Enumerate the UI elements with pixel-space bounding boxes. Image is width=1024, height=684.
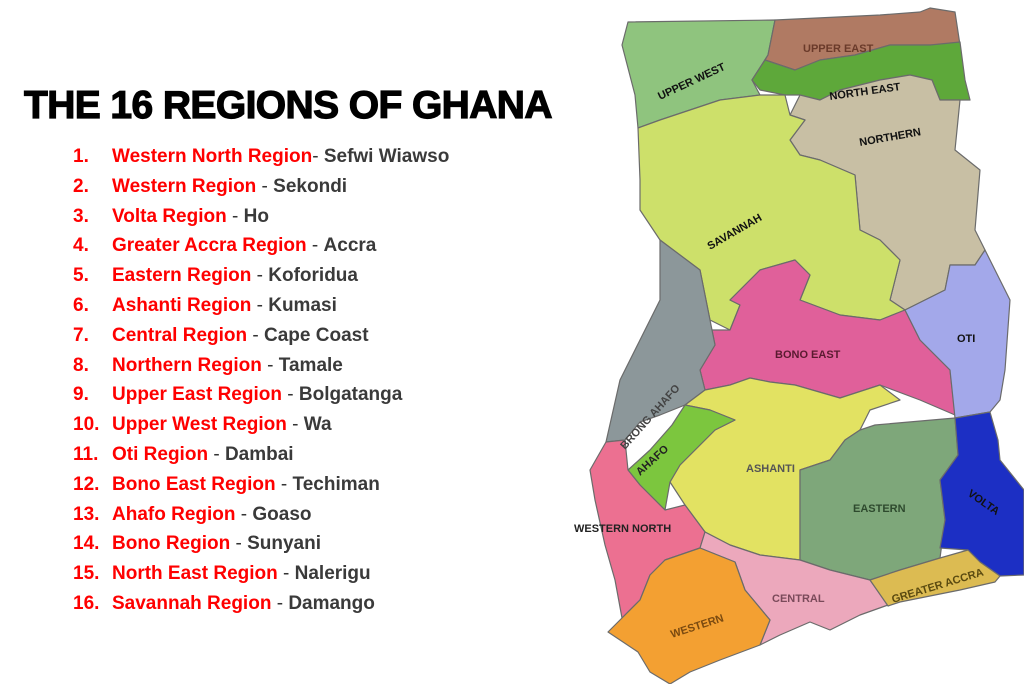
region-name: Upper East Region (112, 384, 282, 406)
region-number: 10. (73, 414, 100, 436)
capital-name: Techiman (292, 473, 380, 495)
label-eastern: EASTERN (853, 503, 906, 515)
list-item: 11. Oti Region - Dambai (73, 440, 449, 470)
region-number: 14. (73, 533, 100, 555)
region-name: Ahafo Region (112, 503, 236, 525)
capital-name: Bolgatanga (298, 384, 403, 406)
region-number: 2. (73, 175, 89, 197)
separator: - (235, 503, 253, 525)
separator: - (251, 265, 269, 287)
capital-name: Wa (303, 414, 332, 436)
region-number: 16. (73, 592, 100, 614)
capital-name: Tamale (278, 354, 343, 376)
region-name: Upper West Region (112, 414, 287, 436)
region-name: Greater Accra Region (112, 235, 307, 257)
capital-name: Koforidua (268, 265, 358, 287)
region-name: Western North Region (112, 146, 313, 167)
region-name: Northern Region (112, 354, 262, 376)
region-number: 11. (73, 443, 99, 465)
separator: - (275, 473, 293, 495)
separator: - (208, 443, 225, 465)
region-name: Oti Region (112, 443, 209, 465)
region-number: 3. (73, 205, 89, 227)
list-item: 3. Volta Region - Ho (73, 202, 449, 232)
region-name: Bono East Region (112, 473, 276, 495)
separator: - (286, 414, 304, 436)
region-oti (904, 249, 1011, 419)
separator: - (277, 563, 295, 585)
list-item: 12. Bono East Region - Techiman (73, 470, 449, 500)
page-title: THE 16 REGIONS OF GHANA (23, 83, 553, 127)
separator: - (312, 146, 324, 167)
list-item: 13. Ahafo Region - Goaso (73, 500, 449, 530)
region-number: 1. (73, 146, 89, 167)
label-oti: OTI (957, 333, 975, 345)
capital-name: Nalerigu (294, 563, 371, 585)
region-number: 12. (73, 473, 100, 495)
region-number: 8. (73, 354, 89, 376)
separator: - (306, 235, 324, 257)
list-item: 2. Western Region - Sekondi (73, 172, 449, 202)
list-item: 8. Northern Region - Tamale (73, 351, 449, 381)
separator: - (281, 384, 299, 406)
region-savannah (637, 94, 906, 331)
region-brong-ahafo (605, 239, 716, 443)
list-item: 10. Upper West Region - Wa (73, 410, 449, 440)
region-name: Bono Region (112, 533, 231, 555)
region-number: 9. (73, 384, 89, 406)
region-number: 7. (73, 324, 89, 346)
list-item: 4. Greater Accra Region - Accra (73, 231, 449, 261)
region-number: 15. (73, 563, 100, 585)
separator: - (256, 175, 274, 197)
region-name: North East Region (112, 563, 278, 585)
list-item: 9. Upper East Region - Bolgatanga (73, 380, 449, 410)
region-name: Ashanti Region (112, 294, 252, 316)
list-item: 5. Eastern Region - Koforidua (73, 261, 449, 291)
label-bono-east: BONO EAST (775, 349, 841, 361)
separator: - (261, 354, 279, 376)
region-western (607, 547, 771, 684)
capital-name: Cape Coast (264, 324, 369, 346)
separator: - (230, 533, 248, 555)
capital-name: Ho (243, 205, 269, 227)
separator: - (226, 205, 244, 227)
region-name: Western Region (112, 175, 257, 197)
capital-name: Goaso (252, 503, 312, 525)
list-item: 1. Western North Region- Sefwi Wiawso (73, 142, 449, 172)
label-upper-east: UPPER EAST (803, 43, 874, 55)
region-number: 13. (73, 503, 100, 525)
region-name: Eastern Region (112, 265, 252, 287)
region-greater-accra (869, 549, 1001, 607)
separator: - (271, 592, 289, 614)
capital-name: Dambai (224, 443, 294, 465)
region-number: 4. (73, 235, 89, 257)
capital-name: Sekondi (273, 175, 348, 197)
separator: - (247, 324, 265, 346)
region-number: 6. (73, 294, 89, 316)
capital-name: Sefwi Wiawso (323, 146, 450, 167)
list-item: 14. Bono Region - Sunyani (73, 529, 449, 559)
region-name: Savannah Region (112, 592, 272, 614)
list-item: 15. North East Region - Nalerigu (73, 559, 449, 589)
label-ashanti: ASHANTI (746, 463, 795, 475)
capital-name: Sunyani (247, 533, 321, 555)
label-central: CENTRAL (772, 593, 825, 605)
regions-list: 1. Western North Region- Sefwi Wiawso 2. We… (73, 142, 449, 619)
separator: - (251, 294, 269, 316)
label-western-north: WESTERN NORTH (574, 523, 671, 535)
list-item: 16. Savannah Region - Damango (73, 589, 449, 619)
list-item: 7. Central Region - Cape Coast (73, 321, 449, 351)
region-number: 5. (73, 265, 89, 287)
capital-name: Accra (323, 235, 377, 257)
region-name: Volta Region (112, 205, 227, 227)
capital-name: Kumasi (268, 294, 337, 316)
region-name: Central Region (112, 324, 248, 346)
list-item: 6. Ashanti Region - Kumasi (73, 291, 449, 321)
capital-name: Damango (288, 592, 375, 614)
